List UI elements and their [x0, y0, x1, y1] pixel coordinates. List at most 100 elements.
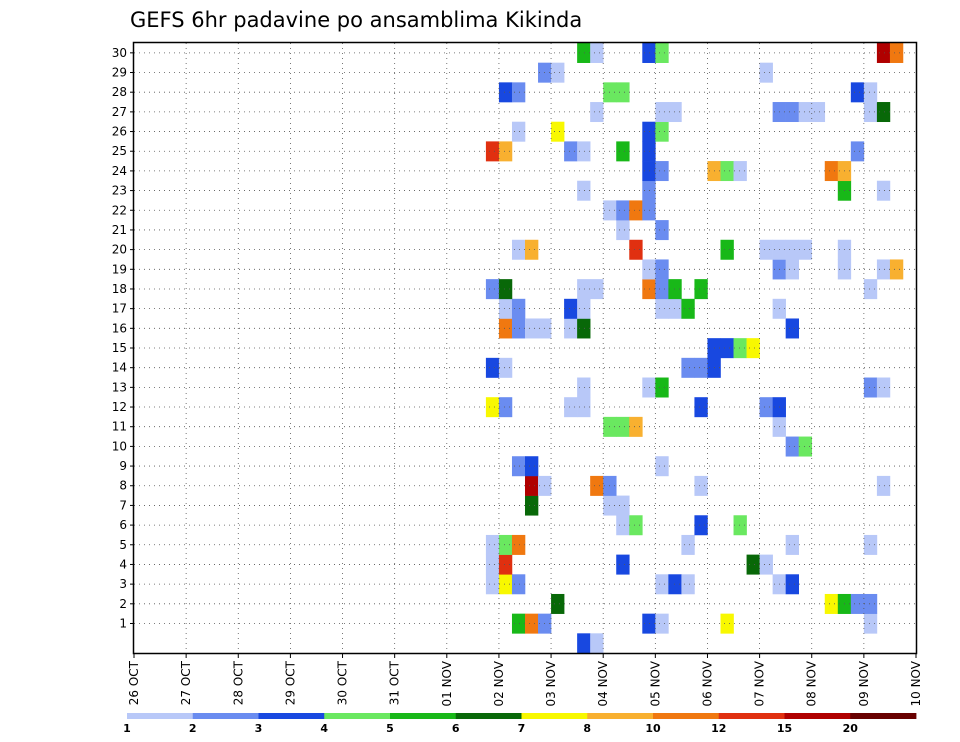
y-tick-label: 26 — [112, 125, 127, 139]
precip-cell — [511, 239, 526, 260]
precip-cell — [616, 141, 630, 162]
precip-cell — [655, 456, 669, 477]
precip-cell — [876, 102, 891, 123]
precip-cell — [498, 357, 513, 378]
precip-cell — [655, 279, 669, 300]
y-tick-label: 19 — [112, 262, 127, 276]
precip-cell — [863, 377, 878, 398]
precip-cell — [629, 416, 643, 437]
precip-cell — [824, 161, 839, 182]
precip-cell — [525, 318, 539, 339]
precip-cell — [642, 200, 656, 221]
precip-cell — [876, 180, 891, 201]
colorbar-swatch — [127, 713, 194, 719]
precip-cell — [694, 357, 708, 378]
x-tick-label: 02 NOV — [492, 660, 506, 706]
colorbar-label: 4 — [320, 722, 328, 735]
y-tick-label: 28 — [112, 85, 127, 99]
precip-cell — [811, 102, 826, 123]
precip-cell — [733, 338, 747, 359]
y-tick-label: 6 — [119, 518, 127, 532]
precip-cell — [863, 102, 878, 123]
precip-cell — [759, 239, 773, 260]
y-tick-label: 12 — [112, 400, 127, 414]
precip-cell — [564, 318, 578, 339]
precip-cell — [577, 318, 591, 339]
precip-cell — [863, 613, 878, 634]
colorbar-swatch — [390, 713, 457, 719]
precip-cell — [759, 554, 773, 575]
y-tick-label: 27 — [112, 105, 127, 119]
precip-cell — [577, 377, 591, 398]
precip-cell — [498, 574, 513, 595]
precip-cell — [720, 338, 734, 359]
y-tick-label: 16 — [112, 321, 127, 335]
precip-cell — [889, 259, 904, 280]
precip-cell — [485, 279, 500, 300]
precip-cell — [577, 180, 591, 201]
colorbar-swatch — [784, 713, 851, 719]
y-tick-label: 22 — [112, 203, 127, 217]
precip-cell — [785, 259, 799, 280]
precip-cell — [733, 515, 747, 536]
precip-cell — [694, 279, 708, 300]
precip-cell — [720, 239, 734, 260]
x-tick-label: 31 OCT — [388, 660, 402, 705]
precip-cell — [850, 82, 865, 103]
precip-cell — [876, 259, 891, 280]
precip-cell — [655, 574, 669, 595]
precip-cell — [485, 574, 500, 595]
precip-cell — [590, 475, 604, 496]
precip-cell — [889, 43, 904, 63]
precip-cell — [498, 279, 513, 300]
precip-cell — [759, 62, 773, 83]
precip-cell — [498, 554, 513, 575]
precip-cell — [785, 534, 799, 555]
precip-cell — [590, 633, 604, 654]
precip-cell — [590, 43, 604, 63]
x-tick-label: 04 NOV — [596, 660, 610, 706]
precip-cell — [642, 141, 656, 162]
precip-cell — [746, 554, 760, 575]
colorbar-label: 10 — [645, 722, 661, 735]
y-tick-label: 30 — [112, 46, 127, 60]
precip-cell — [876, 377, 891, 398]
precip-cell — [498, 298, 513, 319]
precip-cell — [850, 593, 865, 614]
precip-cell — [498, 318, 513, 339]
precip-cell — [642, 161, 656, 182]
precip-cell — [668, 298, 682, 319]
chart-title: GEFS 6hr padavine po ansamblima Kikinda — [130, 8, 582, 32]
colorbar-swatch — [850, 713, 917, 719]
colorbar-label: 5 — [386, 722, 394, 735]
precip-cell — [694, 475, 708, 496]
y-axis: 1234567891011121314151617181920212223242… — [112, 46, 134, 630]
precip-cell — [655, 613, 669, 634]
precip-cell — [642, 259, 656, 280]
y-tick-label: 14 — [112, 361, 127, 375]
colorbar-label: 2 — [189, 722, 197, 735]
colorbar-swatch — [192, 713, 259, 719]
colorbar-swatch — [587, 713, 654, 719]
precip-cell — [525, 456, 539, 477]
x-tick-label: 09 NOV — [857, 660, 871, 706]
precip-cell — [655, 259, 669, 280]
x-tick-label: 26 OCT — [127, 660, 141, 705]
precip-cell — [798, 436, 813, 457]
precip-cell — [511, 298, 526, 319]
precip-cell — [525, 239, 539, 260]
precip-cell — [616, 495, 630, 516]
colorbar-label: 7 — [518, 722, 526, 735]
y-tick-label: 3 — [119, 577, 127, 591]
precip-cell — [498, 82, 513, 103]
y-tick-label: 8 — [119, 479, 127, 493]
y-tick-label: 25 — [112, 144, 127, 158]
precip-cell — [551, 593, 565, 614]
precip-cell — [798, 102, 813, 123]
y-tick-label: 13 — [112, 380, 127, 394]
precip-cell — [485, 357, 500, 378]
precip-cell — [694, 515, 708, 536]
precip-cell — [485, 554, 500, 575]
colorbar-label: 8 — [583, 722, 591, 735]
precip-cell — [498, 397, 513, 418]
